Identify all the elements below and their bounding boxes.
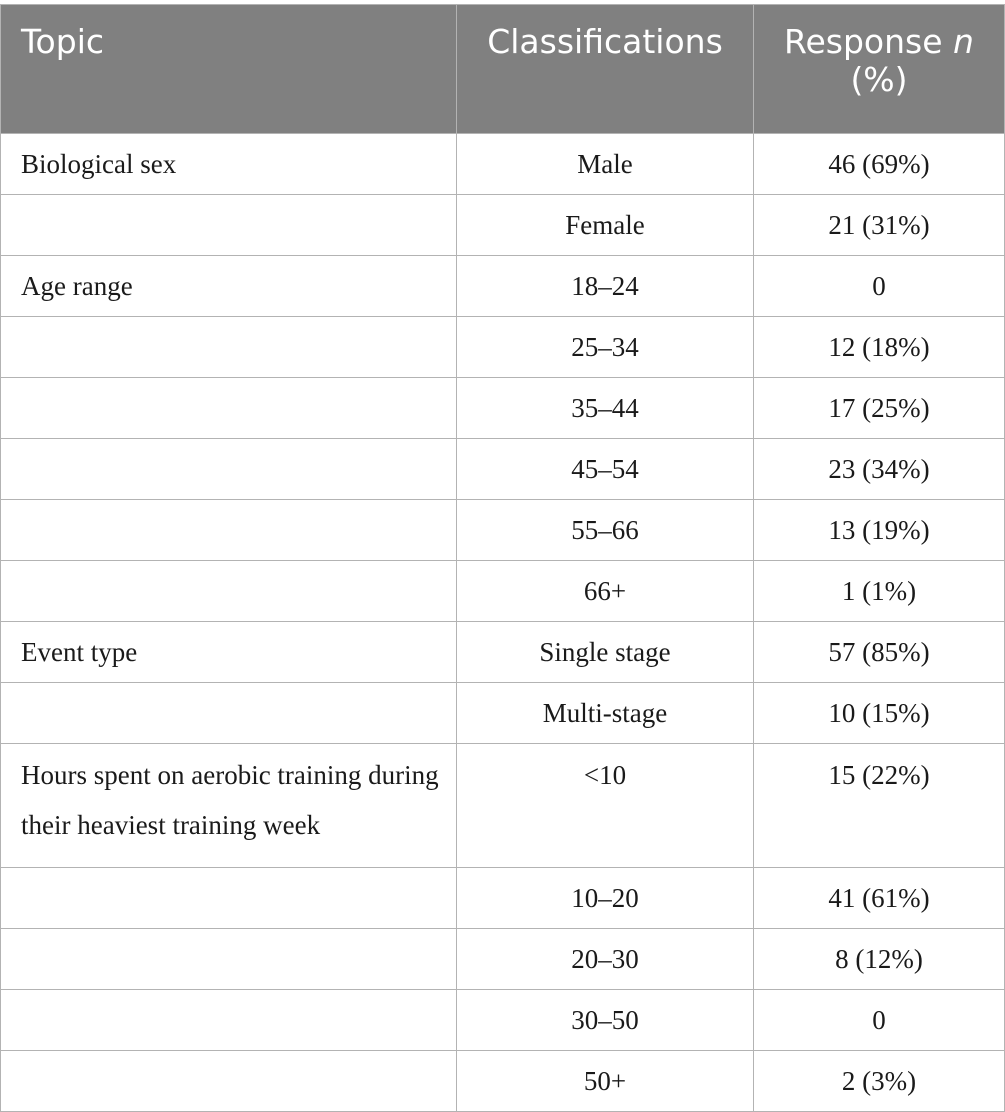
topic-cell: Event type [0,621,457,683]
classification-cell: 30–50 [456,989,754,1051]
table-row: 10–20 41 (61%) [0,867,1005,929]
table-body: Biological sex Male 46 (69%) Female 21 (… [0,133,1005,1112]
classification-cell: 35–44 [456,377,754,439]
response-cell: 41 (61%) [753,867,1005,929]
topic-cell: Age range [0,255,457,317]
table-row: 30–50 0 [0,989,1005,1051]
table-row: 45–54 23 (34%) [0,438,1005,500]
classification-cell: 18–24 [456,255,754,317]
classification-cell: Female [456,194,754,256]
topic-cell [0,377,457,439]
topic-cell [0,1050,457,1112]
header-classifications: Classifications [456,4,754,134]
table-header: Topic Classifications Response n (%) [0,4,1005,134]
table-row: Event type Single stage 57 (85%) [0,621,1005,683]
topic-cell [0,867,457,929]
topic-cell [0,989,457,1051]
header-row: Topic Classifications Response n (%) [0,4,1005,134]
response-cell: 8 (12%) [753,928,1005,990]
table-row: Biological sex Male 46 (69%) [0,133,1005,195]
table-row: 55–66 13 (19%) [0,499,1005,561]
table-row: 66+ 1 (1%) [0,560,1005,622]
topic-cell [0,194,457,256]
response-cell: 57 (85%) [753,621,1005,683]
table-row: Hours spent on aerobic training during t… [0,743,1005,868]
classification-cell: <10 [456,743,754,868]
classification-cell: Single stage [456,621,754,683]
topic-cell [0,560,457,622]
response-cell: 13 (19%) [753,499,1005,561]
topic-cell [0,928,457,990]
response-cell: 15 (22%) [753,743,1005,868]
classification-cell: 20–30 [456,928,754,990]
table-row: 50+ 2 (3%) [0,1050,1005,1112]
response-cell: 17 (25%) [753,377,1005,439]
topic-cell: Hours spent on aerobic training during t… [0,743,457,868]
header-response: Response n (%) [753,4,1005,134]
classification-cell: 10–20 [456,867,754,929]
response-cell: 46 (69%) [753,133,1005,195]
response-cell: 2 (3%) [753,1050,1005,1112]
table-row: Female 21 (31%) [0,194,1005,256]
topic-cell [0,438,457,500]
response-cell: 10 (15%) [753,682,1005,744]
table-row: 20–30 8 (12%) [0,928,1005,990]
classification-cell: Male [456,133,754,195]
classification-cell: Multi-stage [456,682,754,744]
header-response-percent: (%) [850,60,908,99]
topic-cell: Biological sex [0,133,457,195]
header-response-n: n [953,22,974,61]
response-cell: 21 (31%) [753,194,1005,256]
response-cell: 23 (34%) [753,438,1005,500]
classification-cell: 25–34 [456,316,754,378]
topic-cell [0,499,457,561]
table-row: 35–44 17 (25%) [0,377,1005,439]
header-topic: Topic [0,4,457,134]
response-cell: 1 (1%) [753,560,1005,622]
response-cell: 0 [753,255,1005,317]
table-row: Multi-stage 10 (15%) [0,682,1005,744]
response-cell: 0 [753,989,1005,1051]
topic-cell [0,682,457,744]
response-cell: 12 (18%) [753,316,1005,378]
demographics-table: Topic Classifications Response n (%) Biol… [0,4,1005,1112]
table-row: Age range 18–24 0 [0,255,1005,317]
classification-cell: 45–54 [456,438,754,500]
classification-cell: 55–66 [456,499,754,561]
classification-cell: 50+ [456,1050,754,1112]
table-row: 25–34 12 (18%) [0,316,1005,378]
topic-cell [0,316,457,378]
header-response-label: Response [784,22,954,61]
classification-cell: 66+ [456,560,754,622]
